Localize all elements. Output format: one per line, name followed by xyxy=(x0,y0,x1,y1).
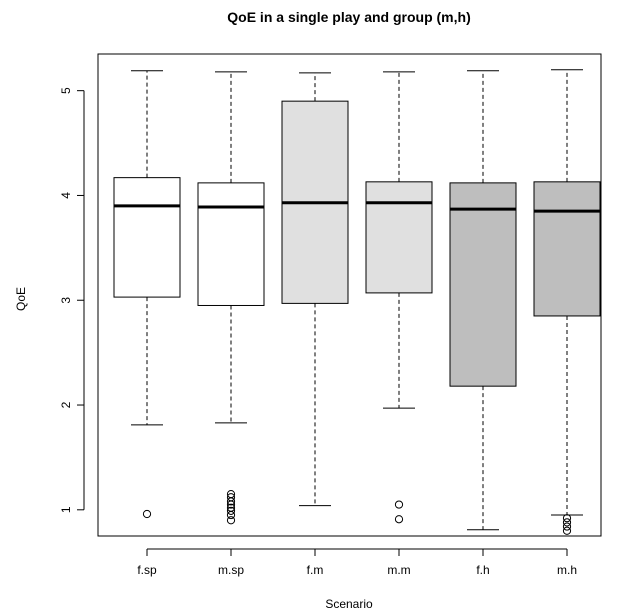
outlier-m-h-3 xyxy=(562,514,572,523)
outlier-m-h-0 xyxy=(562,526,572,535)
outlier-m-h-1 xyxy=(562,522,572,531)
outlier-m-h-2 xyxy=(562,518,572,527)
box-m-h xyxy=(533,181,601,317)
x-tick-label-m.m: m.m xyxy=(387,563,410,577)
chart-title: QoE in a single play and group (m,h) xyxy=(227,9,470,25)
outlier-m-m-0 xyxy=(394,515,404,524)
plot-frame xyxy=(97,53,602,537)
y-tick-label-4: 4 xyxy=(59,192,73,199)
box-f-sp xyxy=(113,177,181,298)
x-tick-label-m.sp: m.sp xyxy=(218,563,244,577)
outlier-m-sp-2 xyxy=(226,506,236,515)
x-tick-label-m.h: m.h xyxy=(557,563,577,577)
outlier-m-sp-1 xyxy=(226,510,236,520)
box-m-sp xyxy=(197,182,265,306)
outlier-m-sp-0 xyxy=(226,516,236,525)
y-tick-label-2: 2 xyxy=(59,401,73,408)
outlier-f-sp-0 xyxy=(142,509,152,519)
outlier-m-m-1 xyxy=(394,500,404,509)
box-m-m xyxy=(365,181,433,294)
x-axis-label: Scenario xyxy=(325,597,373,611)
outlier-m-sp-6 xyxy=(226,493,236,502)
y-tick-label-1: 1 xyxy=(59,506,73,513)
y-tick-label-5: 5 xyxy=(59,87,73,94)
y-tick-label-3: 3 xyxy=(59,297,73,304)
x-tick-label-f.sp: f.sp xyxy=(137,563,157,577)
y-axis-label: QoE xyxy=(14,287,28,311)
x-tick-label-f.m: f.m xyxy=(307,563,324,577)
outlier-m-sp-3 xyxy=(226,503,236,512)
box-f-h xyxy=(449,182,517,387)
outlier-m-sp-7 xyxy=(226,489,236,499)
x-tick-label-f.h: f.h xyxy=(476,563,489,577)
